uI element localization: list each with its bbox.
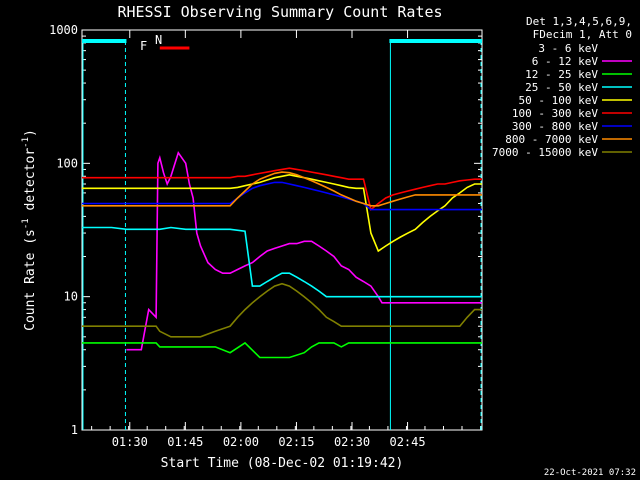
- x-tick-label: 02:45: [389, 435, 425, 449]
- x-tick-label: 01:45: [167, 435, 203, 449]
- legend-label: 6 - 12 keV: [532, 55, 599, 68]
- legend-label: 3 - 6 keV: [538, 42, 598, 55]
- y-tick-label: 1: [71, 423, 78, 437]
- series-line-3: [82, 226, 482, 298]
- legend-label: 300 - 800 keV: [512, 120, 598, 133]
- series-line-1: [126, 151, 482, 351]
- attenuator-bars: [82, 39, 482, 430]
- legend-label: 12 - 25 keV: [525, 68, 598, 81]
- y-axis-ticks: 1 10 100 1000: [49, 23, 482, 437]
- legend-header-line-2: FDecim 1, Att 0: [533, 28, 632, 41]
- series-line-5: [82, 167, 482, 212]
- flare-marker-label: F: [140, 39, 147, 53]
- legend-label: 50 - 100 keV: [519, 94, 599, 107]
- series-line-8: [82, 282, 482, 338]
- x-tick-label: 02:00: [223, 435, 259, 449]
- legend-label: 7000 - 15000 keV: [492, 146, 598, 159]
- series-line-6: [82, 181, 482, 211]
- plot-frame: [81, 29, 483, 431]
- x-axis-label: Start Time (08-Dec-02 01:19:42): [161, 456, 404, 471]
- y-axis-label: Count Rate (s-1 detector-1): [21, 129, 38, 331]
- y-tick-label: 100: [56, 156, 78, 170]
- legend-label: 100 - 300 keV: [512, 107, 598, 120]
- x-tick-label: 02:30: [334, 435, 370, 449]
- legend-header-line-1: Det 1,3,4,5,6,9,: [526, 15, 632, 28]
- series-line-0: [162, 137, 386, 258]
- y-tick-label: 10: [64, 290, 78, 304]
- x-tick-label: 02:15: [278, 435, 314, 449]
- chart-title: RHESSI Observing Summary Count Rates: [117, 3, 442, 21]
- y-tick-label: 1000: [49, 23, 78, 37]
- flare-markers: F N: [140, 33, 162, 53]
- legend-label: 25 - 50 keV: [525, 81, 598, 94]
- series-layer: [82, 137, 482, 359]
- legend-label: 800 - 7000 keV: [505, 133, 598, 146]
- series-line-4: [82, 173, 482, 253]
- x-tick-label: 01:30: [112, 435, 148, 449]
- series-line-2: [82, 341, 482, 359]
- legend: Det 1,3,4,5,6,9, FDecim 1, Att 0 3 - 6 k…: [492, 15, 632, 159]
- series-line-7: [82, 171, 482, 207]
- x-axis-ticks: 01:30 01:45 02:00 02:15 02:30 02:45: [91, 30, 482, 449]
- timestamp: 22-Oct-2021 07:32: [544, 468, 636, 478]
- night-marker-label: N: [155, 33, 162, 47]
